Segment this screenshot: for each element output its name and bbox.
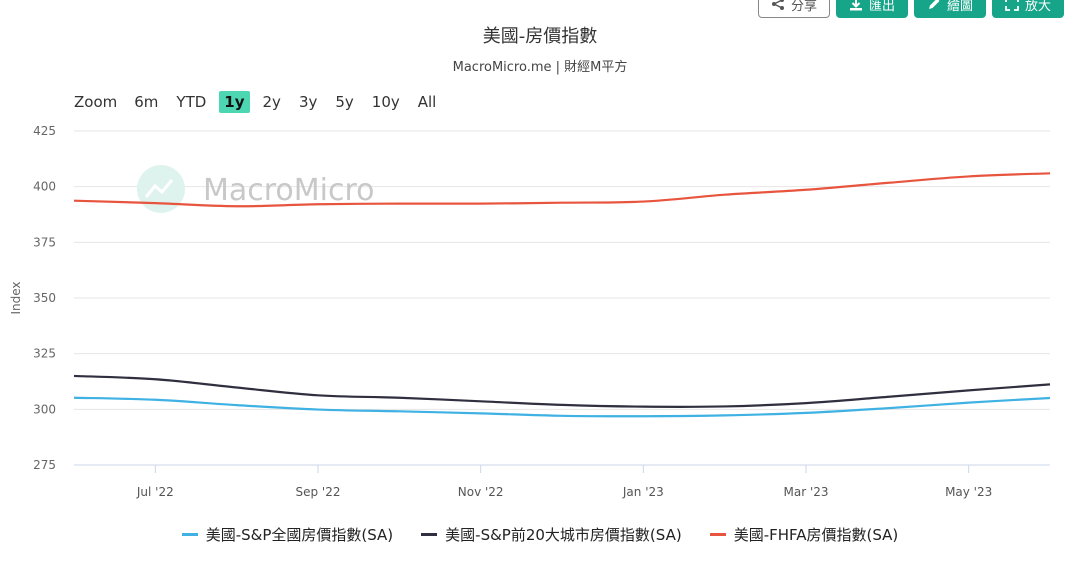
y-tick-label: 400	[33, 180, 56, 194]
expand-button-label: 放大	[1024, 0, 1051, 14]
x-tick-label: May '23	[945, 485, 992, 499]
y-axis-title: Index	[9, 281, 23, 314]
gridlines	[74, 130, 1050, 466]
legend-item-2[interactable]: 美國-FHFA房價指數(SA)	[709, 524, 899, 545]
y-tick-label: 375	[33, 235, 56, 249]
zoom-option-5y[interactable]: 5y	[335, 93, 354, 111]
zoom-buttons: 6m YTD 1y 2y 3y 5y 10y All	[129, 91, 449, 113]
watermark-logo-mark	[144, 179, 174, 198]
series-line-1[interactable]	[73, 374, 1051, 408]
y-axis: 275 300 325 350 375 400 425	[33, 124, 56, 472]
chart-toolbar: 分享 匯出 繪圖 放大	[757, 0, 1064, 18]
draw-button[interactable]: 繪圖	[913, 0, 986, 18]
zoom-selector: Zoom 6m YTD 1y 2y 3y 5y 10y All	[74, 91, 449, 113]
x-axis: Jul '22 Sep '22 Nov '22 Jan '23 Mar '23 May '…	[136, 465, 992, 499]
legend-swatch	[709, 533, 726, 536]
legend-label: 美國-S&P全國房價指數(SA)	[205, 526, 394, 544]
watermark-logo-icon	[137, 165, 185, 213]
zoom-option-all[interactable]: All	[417, 93, 437, 111]
y-tick-label: 425	[33, 124, 56, 138]
legend-label: 美國-S&P前20大城市房價指數(SA)	[445, 526, 682, 544]
export-button-label: 匯出	[868, 0, 895, 14]
y-tick-label: 350	[33, 291, 56, 305]
zoom-option-1y[interactable]: 1y	[219, 91, 250, 113]
watermark: MacroMicro	[137, 165, 375, 213]
x-tick-label: Sep '22	[296, 485, 341, 499]
y-tick-label: 300	[33, 402, 56, 416]
legend-swatch	[181, 533, 198, 536]
x-tick-label: Nov '22	[458, 485, 504, 499]
pencil-icon	[928, 0, 940, 9]
share-button-label: 分享	[790, 0, 817, 14]
zoom-option-10y[interactable]: 10y	[371, 93, 400, 111]
legend-item-0[interactable]: 美國-S&P全國房價指數(SA)	[181, 524, 394, 545]
series-line-0[interactable]	[73, 396, 1051, 418]
y-tick-label: 325	[33, 347, 56, 361]
zoom-option-6m[interactable]: 6m	[134, 93, 159, 111]
draw-button-label: 繪圖	[946, 0, 973, 14]
legend-swatch	[421, 533, 438, 536]
zoom-label: Zoom	[74, 93, 118, 111]
chart-legend: 美國-S&P全國房價指數(SA) 美國-S&P前20大城市房價指數(SA) 美國-F…	[0, 524, 1080, 545]
export-button[interactable]: 匯出	[835, 0, 908, 18]
share-button[interactable]: 分享	[757, 0, 830, 18]
zoom-option-3y[interactable]: 3y	[298, 93, 318, 111]
watermark-text: MacroMicro	[203, 173, 375, 208]
series-line-2[interactable]	[73, 172, 1051, 208]
x-tick-label: Jan '23	[622, 485, 664, 499]
y-tick-label: 275	[33, 458, 56, 472]
zoom-option-ytd[interactable]: YTD	[176, 93, 207, 111]
x-tick-label: Mar '23	[783, 485, 828, 499]
download-icon	[849, 0, 862, 11]
chart-title: 美國-房價指數	[482, 26, 598, 47]
share-icon	[771, 0, 784, 10]
chart-subtitle: MacroMicro.me | 財經M平方	[452, 60, 628, 75]
x-tick-label: Jul '22	[136, 485, 174, 499]
legend-item-1[interactable]: 美國-S&P前20大城市房價指數(SA)	[421, 524, 682, 545]
legend-label: 美國-FHFA房價指數(SA)	[733, 526, 899, 544]
series-lines	[73, 172, 1051, 418]
zoom-option-2y[interactable]: 2y	[262, 93, 281, 111]
expand-button[interactable]: 放大	[991, 0, 1064, 18]
